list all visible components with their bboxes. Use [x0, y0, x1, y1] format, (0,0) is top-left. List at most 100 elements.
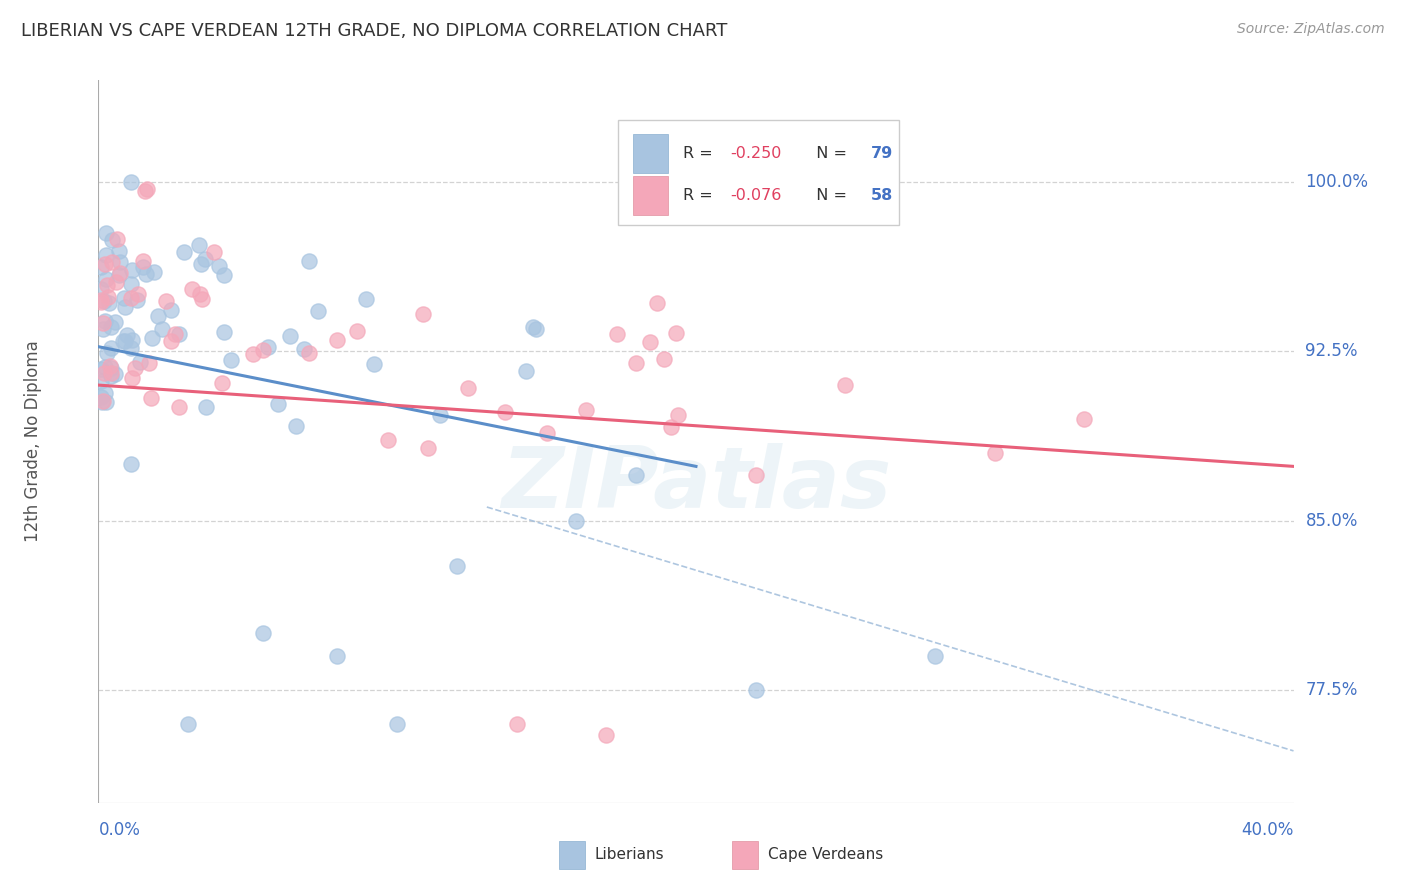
Point [97, 290, 120, 304]
Point [418, 441, 440, 455]
Point [132, 254, 155, 268]
Point [100, 361, 122, 376]
Point [128, 355, 150, 369]
Point [190, 287, 212, 301]
Point [94, 272, 117, 286]
Point [114, 301, 136, 315]
Text: ZIPatlas: ZIPatlas [501, 443, 891, 526]
Point [127, 293, 149, 307]
Point [94, 314, 117, 328]
Point [104, 275, 127, 289]
Point [120, 291, 142, 305]
Point [96, 278, 118, 293]
Point [326, 648, 349, 663]
Point [98, 296, 121, 310]
Point [1073, 412, 1095, 426]
Point [252, 343, 274, 358]
Point [208, 260, 231, 274]
Text: 0.0%: 0.0% [98, 821, 141, 838]
Point [278, 329, 301, 343]
Point [120, 341, 142, 355]
Text: Source: ZipAtlas.com: Source: ZipAtlas.com [1237, 22, 1385, 37]
Point [565, 514, 588, 528]
Point [252, 626, 274, 640]
Text: N =: N = [806, 146, 852, 161]
Point [91, 322, 114, 336]
Point [494, 405, 516, 419]
Text: N =: N = [806, 188, 852, 203]
Point [506, 716, 529, 731]
Point [356, 292, 378, 306]
Point [606, 326, 628, 341]
Point [146, 310, 169, 324]
Point [141, 331, 163, 345]
Point [191, 292, 214, 306]
Point [377, 434, 399, 448]
Point [515, 364, 537, 378]
Point [121, 263, 143, 277]
Point [536, 425, 558, 440]
Point [91, 394, 114, 409]
Point [90, 391, 112, 405]
Point [115, 327, 138, 342]
Point [202, 245, 225, 260]
Bar [633, 134, 668, 173]
Point [284, 418, 307, 433]
Point [307, 304, 329, 318]
Point [100, 341, 122, 355]
Point [190, 257, 212, 271]
Text: R =: R = [683, 188, 717, 203]
Point [90, 293, 112, 308]
Point [111, 334, 134, 349]
Point [131, 260, 153, 275]
Point [90, 374, 112, 388]
Point [212, 325, 235, 339]
Point [167, 326, 190, 341]
Text: 12th Grade, No Diploma: 12th Grade, No Diploma [24, 341, 42, 542]
Point [121, 333, 143, 347]
Point [429, 409, 451, 423]
Point [90, 362, 112, 376]
Point [96, 226, 118, 240]
Text: LIBERIAN VS CAPE VERDEAN 12TH GRADE, NO DIPLOMA CORRELATION CHART: LIBERIAN VS CAPE VERDEAN 12TH GRADE, NO … [21, 22, 727, 40]
Text: 100.0%: 100.0% [1306, 173, 1368, 191]
Point [152, 322, 174, 336]
Text: 77.5%: 77.5% [1306, 681, 1358, 699]
Point [385, 716, 409, 731]
Point [112, 291, 135, 305]
Point [256, 340, 278, 354]
Point [138, 356, 160, 370]
Point [212, 268, 235, 282]
Point [446, 558, 468, 573]
Point [121, 370, 143, 384]
Point [526, 321, 548, 335]
Point [638, 335, 661, 350]
Point [93, 386, 115, 401]
Point [924, 648, 946, 663]
Bar [733, 841, 758, 869]
Point [745, 682, 768, 697]
Point [457, 381, 479, 395]
Point [219, 352, 242, 367]
Point [114, 334, 136, 348]
Point [242, 347, 264, 361]
Point [93, 360, 115, 375]
Point [127, 286, 149, 301]
Text: -0.076: -0.076 [731, 188, 782, 203]
Point [659, 420, 682, 434]
Point [522, 319, 544, 334]
Point [94, 248, 117, 262]
Point [298, 254, 321, 268]
Point [194, 252, 217, 266]
FancyBboxPatch shape [619, 120, 900, 225]
Point [412, 307, 434, 321]
Point [984, 446, 1007, 460]
Point [298, 345, 321, 359]
Point [90, 282, 112, 296]
Point [104, 315, 127, 329]
Point [90, 260, 112, 274]
Point [155, 294, 177, 309]
Text: -0.250: -0.250 [731, 146, 782, 161]
Point [135, 267, 157, 281]
Text: 85.0%: 85.0% [1306, 512, 1358, 530]
